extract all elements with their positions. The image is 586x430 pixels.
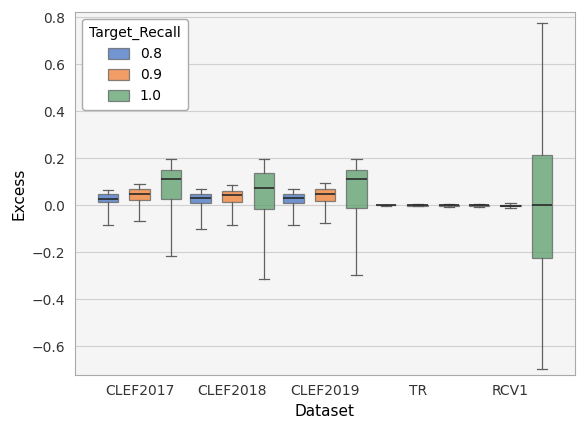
X-axis label: Dataset: Dataset: [295, 404, 355, 419]
PathPatch shape: [532, 155, 552, 258]
Y-axis label: Excess: Excess: [11, 167, 26, 220]
PathPatch shape: [469, 205, 489, 206]
PathPatch shape: [283, 194, 304, 203]
PathPatch shape: [190, 194, 211, 203]
PathPatch shape: [439, 205, 459, 206]
PathPatch shape: [254, 173, 274, 209]
PathPatch shape: [376, 205, 396, 206]
PathPatch shape: [161, 170, 181, 199]
Legend: 0.8, 0.9, 1.0: 0.8, 0.9, 1.0: [82, 19, 188, 110]
PathPatch shape: [130, 189, 149, 200]
PathPatch shape: [315, 189, 335, 201]
PathPatch shape: [500, 205, 520, 206]
PathPatch shape: [346, 170, 367, 208]
PathPatch shape: [222, 191, 243, 202]
PathPatch shape: [98, 194, 118, 203]
PathPatch shape: [407, 205, 428, 206]
